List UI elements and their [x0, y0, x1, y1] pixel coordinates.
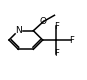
Text: N: N — [15, 26, 22, 35]
Text: O: O — [40, 17, 47, 26]
Text: F: F — [54, 49, 59, 58]
Text: F: F — [69, 36, 74, 44]
Text: F: F — [54, 22, 59, 31]
